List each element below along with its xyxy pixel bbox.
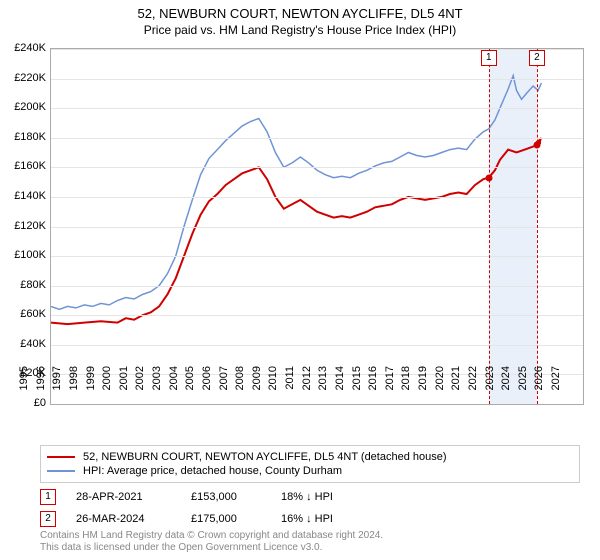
ytick-label: £80K — [2, 279, 46, 291]
xtick-label: 2001 — [118, 366, 130, 406]
footer-line: This data is licensed under the Open Gov… — [40, 542, 383, 554]
legend-swatch — [47, 456, 75, 458]
gridline — [51, 167, 583, 168]
xtick-label: 2024 — [500, 366, 512, 406]
ytick-label: £60K — [2, 308, 46, 320]
legend-swatch — [47, 470, 75, 472]
xtick-label: 2006 — [201, 366, 213, 406]
gridline — [51, 256, 583, 257]
sale-date: 28-APR-2021 — [76, 491, 171, 503]
xtick-label: 2004 — [168, 366, 180, 406]
xtick-label: 2014 — [334, 366, 346, 406]
footer-text: Contains HM Land Registry data © Crown c… — [40, 530, 383, 554]
ytick-label: £220K — [2, 72, 46, 84]
gridline — [51, 345, 583, 346]
ytick-label: £40K — [2, 338, 46, 350]
xtick-label: 2002 — [134, 366, 146, 406]
ytick-label: £200K — [2, 101, 46, 113]
xtick-label: 2011 — [284, 366, 296, 406]
legend-item: HPI: Average price, detached house, Coun… — [47, 464, 573, 478]
xtick-label: 1999 — [85, 366, 97, 406]
sale-row: 1 28-APR-2021 £153,000 18% ↓ HPI — [40, 486, 580, 508]
ytick-label: £120K — [2, 220, 46, 232]
legend-label: 52, NEWBURN COURT, NEWTON AYCLIFFE, DL5 … — [83, 451, 447, 463]
series-price — [51, 138, 541, 324]
legend-box: 52, NEWBURN COURT, NEWTON AYCLIFFE, DL5 … — [40, 445, 580, 483]
sale-price: £175,000 — [191, 513, 261, 525]
xtick-label: 1997 — [51, 366, 63, 406]
sale-diff: 16% ↓ HPI — [281, 513, 371, 525]
sale-marker-icon: 2 — [40, 511, 56, 527]
gridline — [51, 286, 583, 287]
chart-title: 52, NEWBURN COURT, NEWTON AYCLIFFE, DL5 … — [0, 0, 600, 21]
ytick-label: £240K — [2, 42, 46, 54]
xtick-label: 2023 — [484, 366, 496, 406]
xtick-label: 2022 — [467, 366, 479, 406]
xtick-label: 2020 — [434, 366, 446, 406]
xtick-label: 2005 — [184, 366, 196, 406]
ytick-label: £100K — [2, 249, 46, 261]
ytick-label: £140K — [2, 190, 46, 202]
plot-area — [50, 48, 584, 405]
chart-subtitle: Price paid vs. HM Land Registry's House … — [0, 21, 600, 37]
xtick-label: 2008 — [234, 366, 246, 406]
xtick-label: 2016 — [367, 366, 379, 406]
gridline — [51, 108, 583, 109]
gridline — [51, 49, 583, 50]
sale-dot — [533, 142, 540, 149]
vline — [537, 49, 538, 404]
xtick-label: 2019 — [417, 366, 429, 406]
xtick-label: 1998 — [68, 366, 80, 406]
sale-row: 2 26-MAR-2024 £175,000 16% ↓ HPI — [40, 508, 580, 530]
gridline — [51, 138, 583, 139]
xtick-label: 2000 — [101, 366, 113, 406]
xtick-label: 2018 — [400, 366, 412, 406]
xtick-label: 2007 — [218, 366, 230, 406]
xtick-label: 2026 — [533, 366, 545, 406]
sale-dot — [485, 174, 492, 181]
sale-marker-icon: 1 — [40, 489, 56, 505]
xtick-label: 1995 — [18, 366, 30, 406]
sale-price: £153,000 — [191, 491, 261, 503]
ytick-label: £180K — [2, 131, 46, 143]
sale-date: 26-MAR-2024 — [76, 513, 171, 525]
vline — [489, 49, 490, 404]
legend-item: 52, NEWBURN COURT, NEWTON AYCLIFFE, DL5 … — [47, 450, 573, 464]
xtick-label: 2012 — [301, 366, 313, 406]
xtick-label: 2009 — [251, 366, 263, 406]
xtick-label: 2013 — [317, 366, 329, 406]
sale-rows: 1 28-APR-2021 £153,000 18% ↓ HPI 2 26-MA… — [40, 486, 580, 530]
legend-label: HPI: Average price, detached house, Coun… — [83, 465, 342, 477]
gridline — [51, 197, 583, 198]
xtick-label: 2025 — [517, 366, 529, 406]
gridline — [51, 227, 583, 228]
xtick-label: 1996 — [35, 366, 47, 406]
ytick-label: £160K — [2, 160, 46, 172]
xtick-label: 2027 — [550, 366, 562, 406]
gridline — [51, 315, 583, 316]
xtick-label: 2017 — [384, 366, 396, 406]
marker-box: 1 — [481, 50, 497, 66]
xtick-label: 2015 — [351, 366, 363, 406]
sale-diff: 18% ↓ HPI — [281, 491, 371, 503]
gridline — [51, 79, 583, 80]
xtick-label: 2003 — [151, 366, 163, 406]
xtick-label: 2010 — [267, 366, 279, 406]
marker-box: 2 — [529, 50, 545, 66]
footer-line: Contains HM Land Registry data © Crown c… — [40, 530, 383, 542]
xtick-label: 2021 — [450, 366, 462, 406]
chart-container: 52, NEWBURN COURT, NEWTON AYCLIFFE, DL5 … — [0, 0, 600, 560]
